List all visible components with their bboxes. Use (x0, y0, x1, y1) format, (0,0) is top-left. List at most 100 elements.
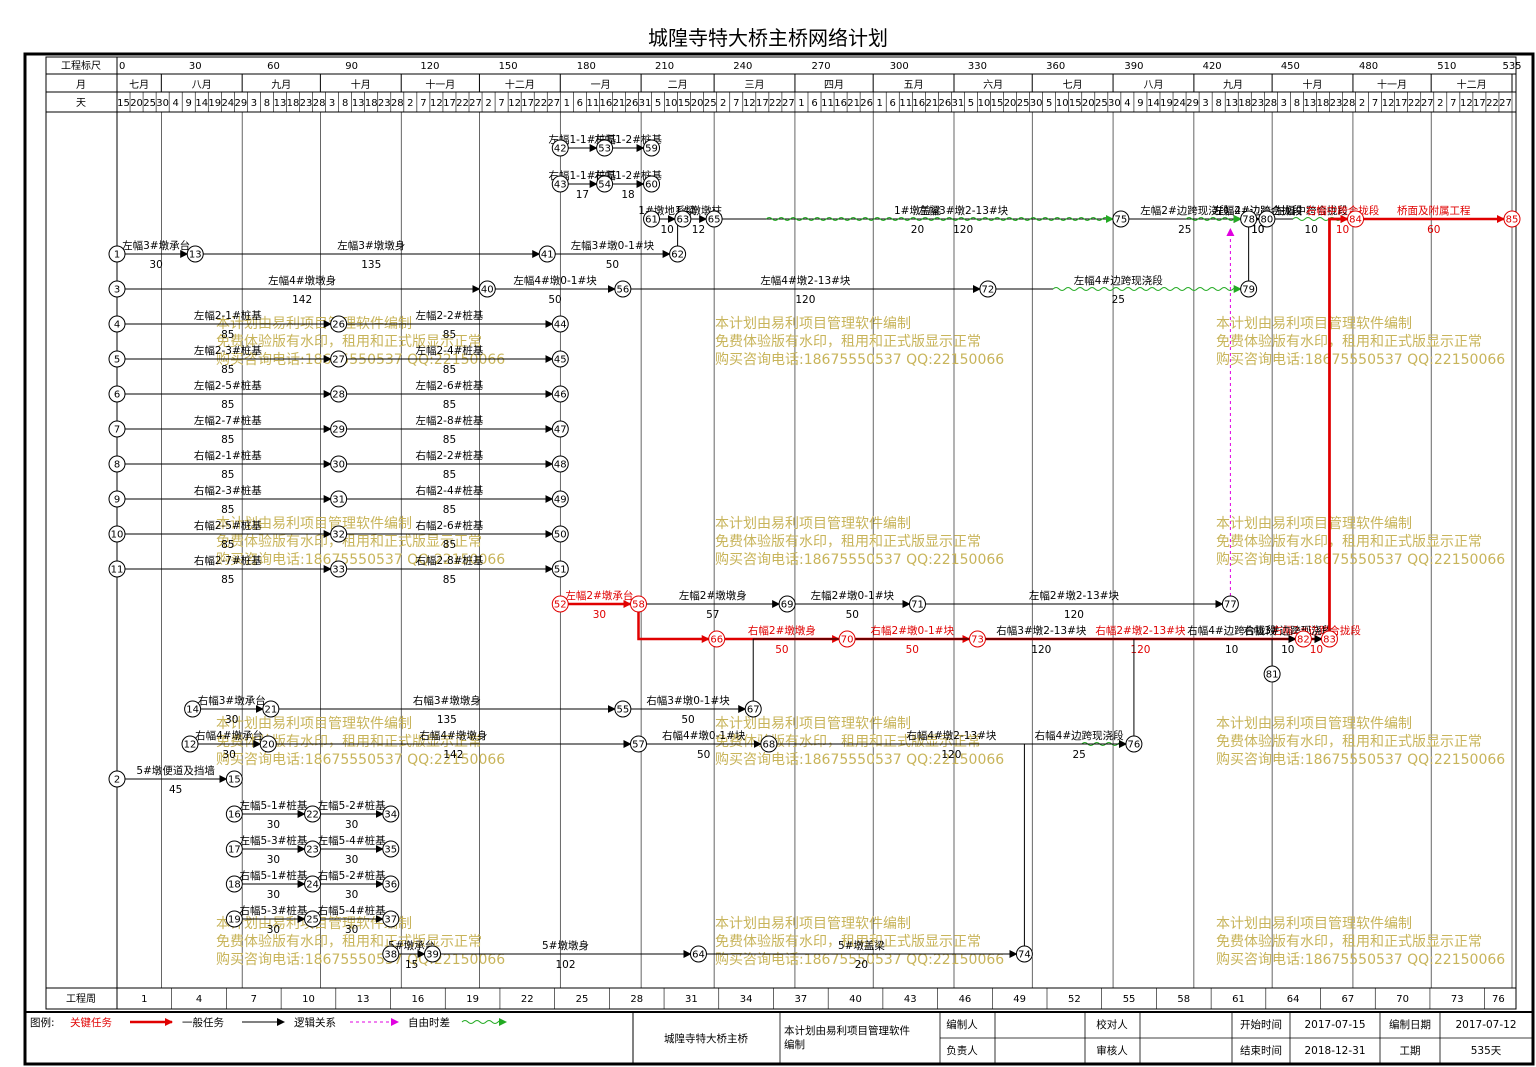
day-label: 18 (1317, 98, 1330, 109)
watermark-line: 购买咨询电话:18675550537 QQ:22150066 (216, 352, 505, 368)
task-duration: 50 (697, 749, 710, 761)
week-label: 64 (1287, 994, 1300, 1005)
event-node (304, 910, 322, 928)
day-label: 16 (912, 98, 925, 109)
day-label: 11 (899, 98, 912, 109)
watermark-line: 免费体验版有水印，租用和正式版显示正常 (715, 734, 981, 750)
day-label: 14 (195, 98, 208, 109)
day-label: 22 (1486, 98, 1499, 109)
watermark-line: 本计划由易利项目管理软件编制 (715, 316, 911, 332)
day-label: 13 (352, 98, 365, 109)
day-label: 7 (1450, 98, 1456, 109)
event-node (382, 910, 400, 928)
task-duration: 25 (1112, 294, 1125, 306)
month-label: 十二月 (505, 78, 535, 91)
month-label: 十二月 (1457, 78, 1487, 91)
event-node (262, 700, 280, 718)
watermark-line: 购买咨询电话:18675550537 QQ:22150066 (1216, 752, 1505, 768)
watermark-line: 免费体验版有水印，租用和正式版显示正常 (1216, 334, 1482, 350)
event-node-number: 33 (332, 565, 345, 576)
task-label: 右幅2-2#桩基 (415, 449, 483, 462)
task-label: 左幅4#墩墩身 (268, 274, 336, 287)
day-label: 25 (1095, 98, 1108, 109)
day-label: 13 (1225, 98, 1238, 109)
event-node-number: 11 (111, 565, 124, 576)
task-duration: 120 (953, 224, 973, 236)
week-label: 10 (302, 994, 315, 1005)
scale-tick: 60 (267, 61, 280, 72)
event-node-number: 20 (262, 740, 275, 751)
event-node-number: 15 (228, 775, 241, 786)
day-label: 11 (821, 98, 834, 109)
scale-tick: 180 (577, 61, 596, 72)
event-node-number: 64 (692, 950, 705, 961)
event-node-number: 42 (554, 144, 567, 155)
event-node-number: 73 (971, 635, 984, 646)
week-label: 52 (1068, 994, 1081, 1005)
event-node-number: 76 (1128, 740, 1141, 751)
event-node (643, 175, 661, 193)
task-duration: 10 (1336, 224, 1349, 236)
week-label: 13 (357, 994, 370, 1005)
month-label: 一月 (591, 79, 611, 91)
event-node-number: 72 (982, 285, 995, 296)
event-node (330, 490, 348, 508)
scale-label: 工程标尺 (61, 60, 101, 72)
day-label: 20 (130, 98, 143, 109)
week-label: 61 (1232, 994, 1245, 1005)
task-duration: 142 (292, 294, 312, 306)
event-node (330, 315, 348, 333)
task-duration: 10 (660, 224, 673, 236)
day-label: 17 (521, 98, 534, 109)
event-node-number: 67 (747, 705, 760, 716)
event-node (108, 560, 126, 578)
footer-duration-label: 工期 (1400, 1045, 1421, 1057)
event-node (225, 805, 243, 823)
event-nodes: 1234567891011121314151617181920212223242… (108, 139, 1521, 963)
event-node-number: 52 (554, 600, 567, 611)
day-label: 6 (890, 98, 896, 109)
task-label: 左幅3#墩墩身 (337, 239, 405, 252)
day-label: 27 (547, 98, 560, 109)
event-node-number: 9 (114, 495, 120, 506)
event-node (760, 735, 778, 753)
event-node-number: 83 (1323, 635, 1336, 646)
event-node (1015, 945, 1033, 963)
event-node-number: 85 (1506, 215, 1519, 226)
day-label: 28 (1264, 98, 1277, 109)
event-node-number: 81 (1266, 670, 1279, 681)
task-label: 左幅2#边跨合拢段 (1213, 204, 1302, 217)
event-node (551, 315, 569, 333)
task-duration: 17 (576, 189, 589, 201)
task-duration: 30 (267, 924, 280, 936)
month-label: 八月 (1143, 79, 1163, 91)
event-node-number: 13 (189, 250, 202, 261)
event-node-number: 6 (114, 390, 120, 401)
day-label: 4 (1124, 98, 1130, 109)
day-label: 10 (665, 98, 678, 109)
day-label: 14 (1147, 98, 1160, 109)
event-node (181, 735, 199, 753)
event-node-number: 29 (332, 425, 345, 436)
day-label: 16 (600, 98, 613, 109)
task-duration: 10 (1225, 644, 1238, 656)
day-label: 8 (1294, 98, 1300, 109)
outer-frame (23, 52, 1535, 1066)
day-label: 21 (847, 98, 860, 109)
week-label: 25 (576, 994, 589, 1005)
task-duration: 20 (911, 224, 924, 236)
event-node-number: 36 (384, 880, 397, 891)
task-duration: 50 (548, 294, 561, 306)
month-label: 九月 (271, 79, 291, 91)
event-node-number: 84 (1349, 215, 1362, 226)
day-label: 27 (1421, 98, 1434, 109)
month-label: 九月 (1223, 79, 1243, 91)
event-node-number: 14 (186, 705, 199, 716)
task-arrows: 左幅3#墩承台 30 左幅3#墩墩身 135 左幅3#墩0-1#块 50 左幅3#墩2-13… (122, 133, 1505, 971)
day-label: 12 (430, 98, 443, 109)
footer-responsible-label: 负责人 (946, 1044, 978, 1057)
task-duration: 12 (692, 224, 705, 236)
scale-tick: 240 (733, 61, 752, 72)
event-node (108, 315, 126, 333)
event-node-number: 37 (384, 915, 397, 926)
